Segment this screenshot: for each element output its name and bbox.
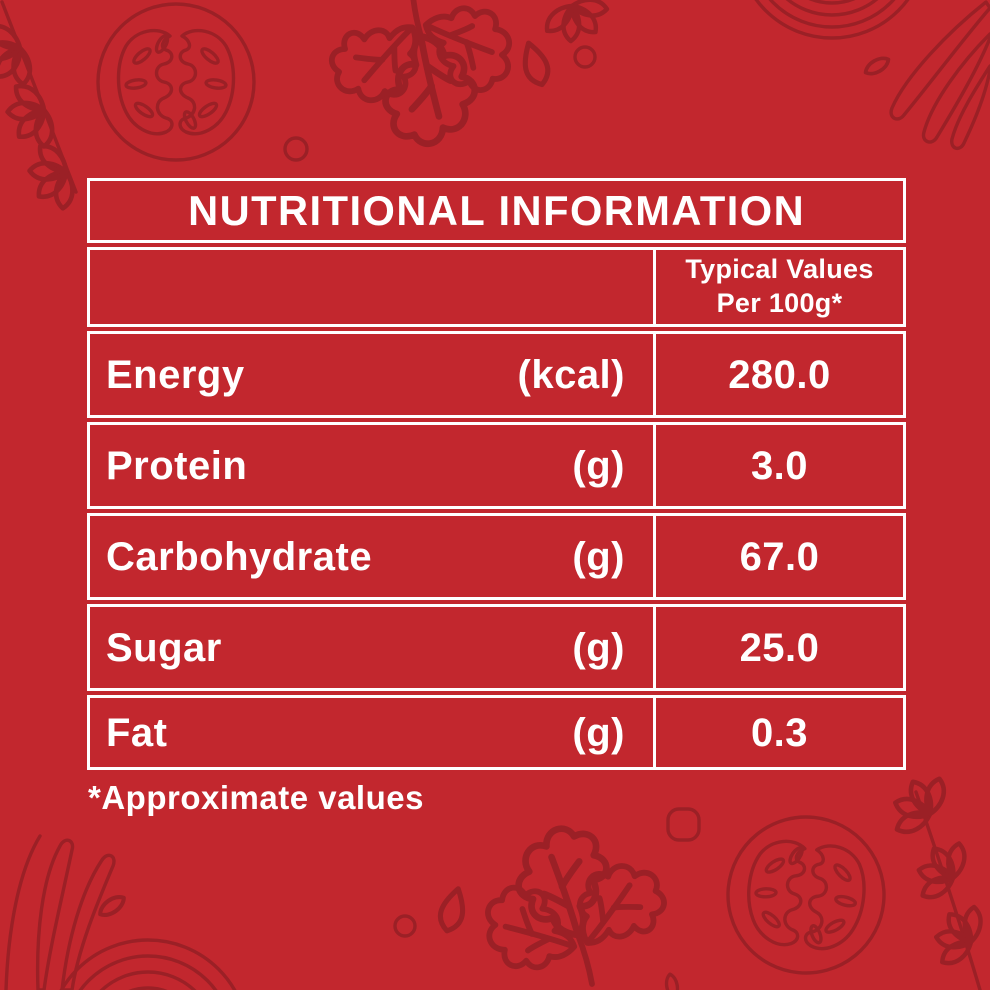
table-row-carbohydrate: Carbohydrate (g) 67.0 (87, 513, 906, 600)
table-row-sugar: Sugar (g) 25.0 (87, 604, 906, 691)
nutrient-name: Protein (106, 443, 248, 488)
droplet-icon (437, 886, 469, 934)
dot-icon (573, 45, 597, 69)
nutrient-name: Energy (106, 352, 245, 397)
footnote-approximate-values: *Approximate values (88, 779, 424, 816)
nutrient-unit: (g) (572, 534, 625, 579)
column-header-row: Typical Values Per 100g* (87, 247, 906, 327)
dot-icon (283, 136, 309, 162)
parsley-leaf-icon (307, 0, 543, 160)
column-header-values-cell: Typical Values Per 100g* (653, 250, 903, 324)
tomato-slice-icon (718, 807, 894, 983)
parsley-leaf-icon (447, 803, 694, 990)
nutrient-unit: (kcal) (517, 352, 625, 397)
page-title: NUTRITIONAL INFORMATION (188, 186, 805, 234)
onion-rings-icon (59, 938, 237, 990)
column-header-line2: Per 100g* (716, 288, 843, 318)
flower-sprig-icon (878, 762, 990, 990)
table-row-energy: Energy (kcal) 280.0 (87, 331, 906, 418)
nutrient-name: Carbohydrate (106, 534, 373, 579)
tomato-slice-icon (96, 2, 256, 162)
nutrient-unit: (g) (572, 710, 625, 755)
nutrient-value: 280.0 (728, 352, 831, 397)
nutrition-table: NUTRITIONAL INFORMATION Typical Values P… (87, 178, 906, 774)
onion-rings-icon (754, 0, 910, 40)
column-header-line1: Typical Values (685, 254, 874, 285)
nutrient-name: Fat (106, 710, 168, 755)
leaf-blades-icon (4, 834, 116, 990)
table-row-fat: Fat (g) 0.3 (87, 695, 906, 770)
droplet-icon (518, 40, 552, 88)
nutrient-value: 67.0 (739, 534, 820, 579)
table-row-protein: Protein (g) 3.0 (87, 422, 906, 509)
seed-icon (860, 52, 894, 80)
flower-sprig-icon (0, 0, 85, 219)
nutrient-name: Sugar (106, 625, 222, 670)
nutrient-value: 25.0 (739, 625, 820, 670)
flower-cluster-icon (537, 0, 618, 51)
nutrient-value: 0.3 (750, 710, 809, 755)
column-header-empty-cell (90, 250, 653, 324)
nutrient-unit: (g) (572, 625, 625, 670)
dot-icon (393, 914, 417, 938)
nutrient-value: 3.0 (750, 443, 809, 488)
table-title-row: NUTRITIONAL INFORMATION (87, 178, 906, 243)
seed-icon (663, 971, 681, 990)
dot-icon (666, 807, 701, 842)
nutrient-unit: (g) (572, 443, 625, 488)
leaf-blades-icon (889, 0, 990, 151)
